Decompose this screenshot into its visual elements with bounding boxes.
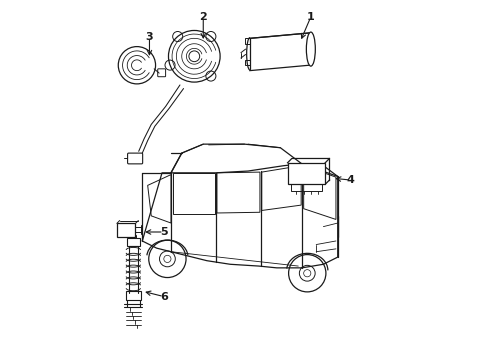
FancyBboxPatch shape [158, 69, 165, 77]
Text: 5: 5 [160, 227, 167, 237]
FancyBboxPatch shape [287, 163, 325, 184]
Text: 6: 6 [160, 292, 167, 302]
Ellipse shape [306, 32, 315, 66]
Text: 1: 1 [306, 12, 314, 22]
Text: 4: 4 [346, 175, 353, 185]
Bar [117, 224, 135, 237]
FancyBboxPatch shape [127, 153, 142, 164]
FancyBboxPatch shape [126, 291, 140, 300]
Text: 3: 3 [145, 32, 153, 41]
FancyBboxPatch shape [290, 184, 321, 191]
Text: 2: 2 [199, 12, 207, 22]
FancyBboxPatch shape [126, 238, 140, 246]
